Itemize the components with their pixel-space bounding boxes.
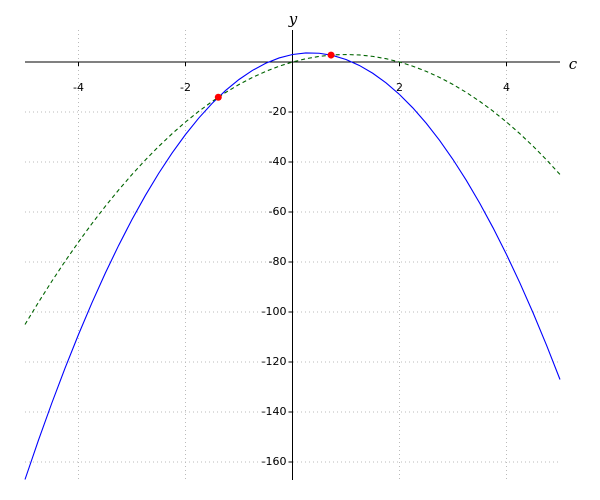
x-tick-label: 2 [396,81,403,94]
y-tick-label: -120 [262,355,287,368]
intersection-point [327,51,335,59]
y-tick-label: -80 [269,255,287,268]
x-tick-label: -2 [180,81,191,94]
x-tick-label: -4 [73,81,84,94]
x-tick-label: 4 [503,81,510,94]
y-tick-label: -40 [269,155,287,168]
intersection-point [214,93,222,101]
y-axis-title: y [288,10,298,28]
y-tick-label: -60 [269,205,287,218]
y-tick-label: -20 [269,105,287,118]
y-tick-label: -140 [262,405,287,418]
y-tick-label: -160 [262,455,287,468]
curve [24,53,561,325]
y-tick-label: -100 [262,305,287,318]
curve [24,52,561,480]
x-axis-title: c [569,55,578,73]
